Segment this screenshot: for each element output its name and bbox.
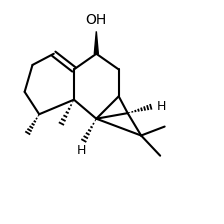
Text: OH: OH: [86, 13, 107, 27]
Text: H: H: [77, 144, 86, 157]
Text: H: H: [157, 100, 167, 113]
Polygon shape: [94, 31, 98, 54]
